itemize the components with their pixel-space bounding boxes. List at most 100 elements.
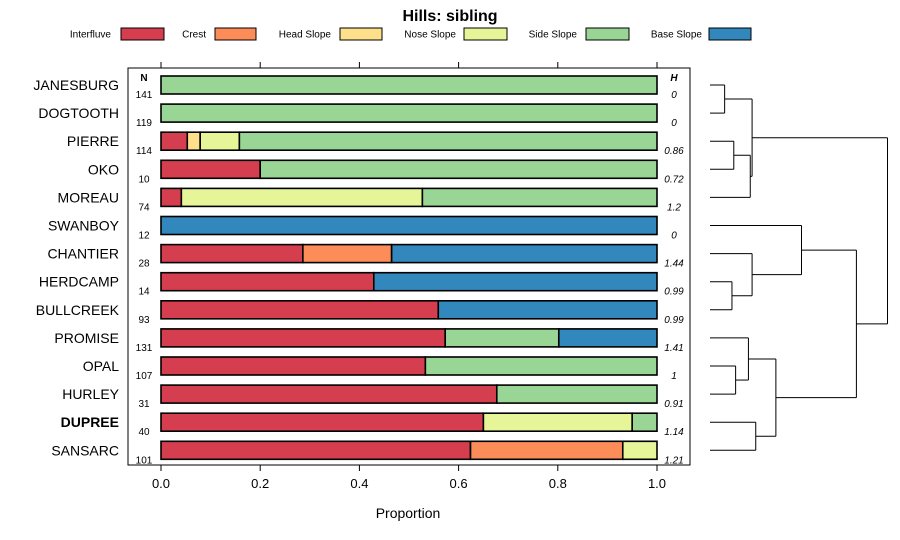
row-label: OKO <box>88 161 119 177</box>
row-label: PIERRE <box>67 133 119 149</box>
x-axis-title: Proportion <box>376 505 441 521</box>
n-value: 107 <box>136 371 153 382</box>
row-label: SWANBOY <box>48 218 120 234</box>
legend-label: Interfluve <box>70 30 112 41</box>
n-value: 93 <box>138 315 150 326</box>
n-value: 28 <box>138 259 150 270</box>
h-value: 0.99 <box>664 315 684 326</box>
row-label: DOGTOOTH <box>38 105 119 121</box>
row-label: SANSARC <box>51 442 119 458</box>
x-tick-label: 0.4 <box>350 476 368 491</box>
n-value: 114 <box>136 146 152 157</box>
chart-title: Hills: sibling <box>402 8 497 25</box>
x-tick-label: 0.0 <box>152 476 170 491</box>
row-label: HURLEY <box>62 386 119 402</box>
legend-swatch <box>708 27 752 41</box>
bar-segment <box>421 187 658 208</box>
h-value: 0 <box>671 118 677 129</box>
x-tick-label: 0.2 <box>251 476 269 491</box>
bar-segment <box>180 187 424 208</box>
bar-segment <box>631 412 658 433</box>
bar-segment <box>482 412 633 433</box>
bar-segment <box>495 384 658 404</box>
bar-segment <box>160 159 261 180</box>
row-label: HERDCAMP <box>39 274 119 290</box>
bar-segment <box>160 384 498 404</box>
legend-label: Nose Slope <box>404 30 456 41</box>
h-value: 0 <box>671 90 677 101</box>
panel-border <box>127 67 691 466</box>
h-value: 1 <box>671 371 677 382</box>
bar-segment <box>160 328 447 348</box>
row-label: OPAL <box>83 358 120 374</box>
legend-label: Side Slope <box>529 30 578 41</box>
legend-swatch <box>339 27 383 41</box>
bar-segment <box>469 440 624 461</box>
x-tick-label: 1.0 <box>648 476 666 491</box>
row-label: MOREAU <box>58 189 119 205</box>
row-label: JANESBURG <box>33 77 119 93</box>
n-value: 10 <box>138 174 150 185</box>
n-value: 14 <box>138 287 150 298</box>
bar-segment <box>160 299 440 320</box>
h-value: 1.41 <box>664 343 683 354</box>
h-value: 0.99 <box>664 287 684 298</box>
bar-segment <box>302 243 393 264</box>
row-label: PROMISE <box>54 330 119 346</box>
bar-segment <box>444 328 560 348</box>
h-value: 0.91 <box>664 399 683 410</box>
bar-segment <box>160 243 304 264</box>
n-value: 101 <box>136 455 153 466</box>
legend-swatch <box>585 27 630 41</box>
h-column-header: H <box>670 73 678 84</box>
bar-segment <box>160 356 427 376</box>
n-value: 12 <box>138 231 150 242</box>
bar-segment <box>160 75 658 95</box>
bar-segment <box>372 271 658 292</box>
x-tick-label: 0.6 <box>450 476 468 491</box>
dendrogram <box>710 84 889 451</box>
legend-label: Head Slope <box>279 30 332 41</box>
n-value: 40 <box>138 427 150 438</box>
h-value: 1.21 <box>664 455 683 466</box>
bar-segment <box>390 243 658 264</box>
legend-swatch <box>463 27 508 41</box>
bar-segment <box>621 440 658 461</box>
x-tick-label: 0.8 <box>549 476 567 491</box>
n-value: 74 <box>138 202 150 213</box>
h-value: 1.2 <box>667 202 681 213</box>
n-column-header: N <box>140 73 147 84</box>
row-label: BULLCREEK <box>36 302 120 318</box>
bar-segment <box>557 328 658 348</box>
h-value: 1.44 <box>664 259 684 270</box>
bar-segment <box>238 131 658 151</box>
h-value: 0 <box>671 231 677 242</box>
h-value: 0.72 <box>664 174 684 185</box>
bar-segment <box>259 159 658 180</box>
bar-segment <box>424 356 658 376</box>
legend-swatch <box>120 27 165 41</box>
n-value: 31 <box>138 399 150 410</box>
bar-segment <box>199 131 241 151</box>
bar-segment <box>160 271 375 292</box>
legend-label: Base Slope <box>651 30 703 41</box>
bar-segment <box>160 412 485 433</box>
legend-label: Crest <box>182 30 206 41</box>
n-value: 119 <box>136 118 152 129</box>
h-value: 1.14 <box>664 427 684 438</box>
bar-segment <box>160 187 183 208</box>
legend-swatch <box>214 27 257 41</box>
n-value: 141 <box>136 90 153 101</box>
row-label: DUPREE <box>61 414 119 430</box>
bar-segment <box>186 131 201 151</box>
n-value: 131 <box>136 343 153 354</box>
bar-segment <box>160 215 658 236</box>
bar-segment <box>437 299 658 320</box>
row-label: CHANTIER <box>47 246 119 262</box>
bar-segment <box>160 103 658 123</box>
bar-segment <box>160 440 472 461</box>
legend: Interfluve Crest Head Slope Nose Slope Side … <box>70 27 752 41</box>
h-value: 0.86 <box>664 146 684 157</box>
